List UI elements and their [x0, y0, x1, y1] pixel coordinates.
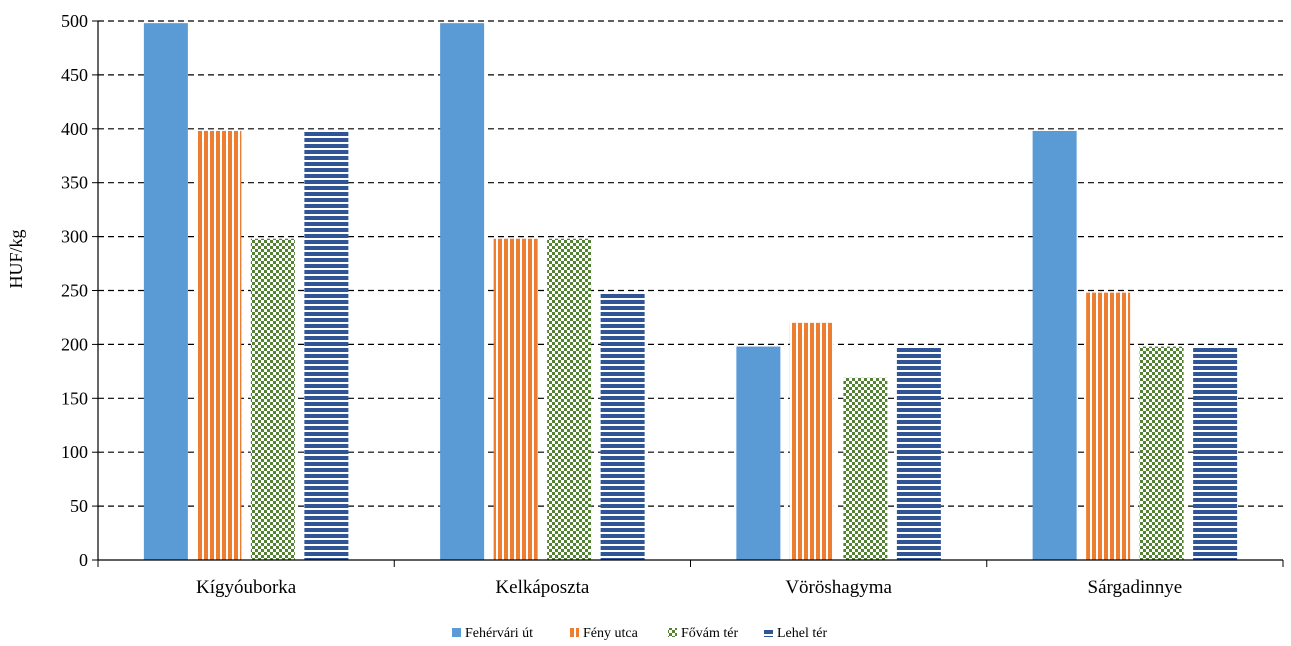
- bar: [789, 322, 834, 560]
- bar: [1193, 346, 1238, 560]
- x-tick-label: Sárgadinnye: [1088, 577, 1183, 598]
- y-tick-label: 350: [61, 173, 88, 193]
- legend-swatch: [668, 628, 677, 637]
- y-tick-label: 250: [61, 281, 88, 301]
- bar: [143, 23, 188, 560]
- bar: [1032, 130, 1077, 560]
- bars: [143, 23, 1238, 561]
- legend: Fehérvári út Fény utca Fővám tér Lehel tér: [452, 626, 827, 641]
- bar: [304, 130, 349, 560]
- bar: [896, 346, 941, 560]
- legend-item: Lehel tér: [764, 626, 827, 641]
- bar: [736, 346, 781, 560]
- y-tick-label: 200: [61, 334, 88, 354]
- x-tick-label: Vöröshagyma: [785, 577, 892, 598]
- axes: [92, 20, 1284, 567]
- legend-swatch: [452, 628, 461, 637]
- bar: [600, 292, 645, 560]
- bar: [440, 23, 485, 560]
- bar: [1139, 346, 1184, 560]
- bar: [843, 377, 888, 560]
- bar: [1086, 292, 1131, 560]
- legend-item: Fény utca: [570, 626, 639, 641]
- legend-label: Lehel tér: [777, 626, 827, 641]
- y-tick-label: 450: [61, 65, 88, 85]
- bar: [493, 238, 538, 561]
- y-axis-label: HUF/kg: [6, 229, 26, 288]
- legend-item: Fehérvári út: [452, 626, 533, 641]
- gridlines: [98, 20, 1283, 507]
- y-tick-label: 500: [61, 11, 88, 31]
- legend-label: Fővám tér: [681, 626, 738, 641]
- y-tick-label: 300: [61, 227, 88, 247]
- y-tick-label: 0: [79, 550, 88, 570]
- x-tick-label: Kelkáposzta: [495, 577, 589, 598]
- y-tick-label: 150: [61, 388, 88, 408]
- y-tick-label: 50: [70, 496, 88, 516]
- x-tick-label: Kígyóuborka: [196, 577, 297, 598]
- y-tick-label: 100: [61, 442, 88, 462]
- axis-labels: 0 50 100 150 200 250 300 350 400 450 500 Kígyóubork…: [61, 11, 1182, 598]
- legend-swatch: [570, 628, 579, 637]
- bar: [547, 238, 592, 561]
- y-tick-label: 400: [61, 119, 88, 139]
- bar: [197, 130, 242, 560]
- legend-swatch: [764, 628, 773, 637]
- legend-label: Fény utca: [583, 626, 639, 641]
- bar: [250, 238, 295, 561]
- legend-label: Fehérvári út: [465, 626, 533, 641]
- legend-item: Fővám tér: [668, 626, 738, 641]
